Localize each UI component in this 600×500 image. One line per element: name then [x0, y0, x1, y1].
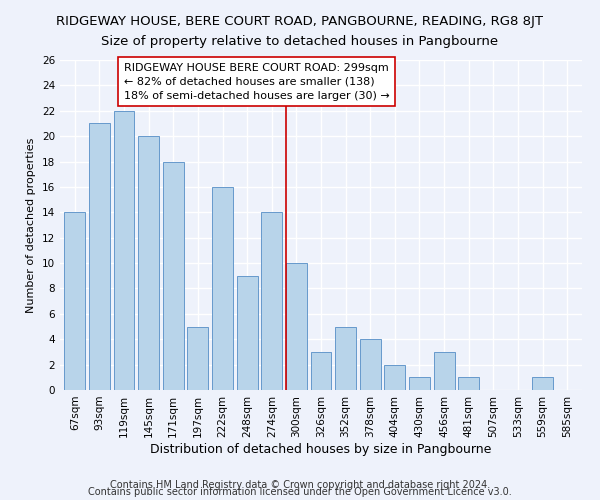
- Bar: [64, 212, 85, 390]
- Bar: [89, 124, 110, 390]
- Text: Contains public sector information licensed under the Open Government Licence v3: Contains public sector information licen…: [88, 487, 512, 497]
- Text: Size of property relative to detached houses in Pangbourne: Size of property relative to detached ho…: [101, 35, 499, 48]
- Bar: [212, 187, 233, 390]
- Bar: [113, 111, 134, 390]
- Text: Contains HM Land Registry data © Crown copyright and database right 2024.: Contains HM Land Registry data © Crown c…: [110, 480, 490, 490]
- Bar: [360, 339, 381, 390]
- Bar: [458, 378, 479, 390]
- Bar: [434, 352, 455, 390]
- Bar: [409, 378, 430, 390]
- Bar: [261, 212, 282, 390]
- Bar: [335, 326, 356, 390]
- Bar: [163, 162, 184, 390]
- Y-axis label: Number of detached properties: Number of detached properties: [26, 138, 37, 312]
- Text: RIDGEWAY HOUSE, BERE COURT ROAD, PANGBOURNE, READING, RG8 8JT: RIDGEWAY HOUSE, BERE COURT ROAD, PANGBOU…: [56, 15, 544, 28]
- Bar: [187, 326, 208, 390]
- Bar: [311, 352, 331, 390]
- Bar: [532, 378, 553, 390]
- Bar: [138, 136, 159, 390]
- Bar: [385, 364, 406, 390]
- X-axis label: Distribution of detached houses by size in Pangbourne: Distribution of detached houses by size …: [151, 442, 491, 456]
- Text: RIDGEWAY HOUSE BERE COURT ROAD: 299sqm
← 82% of detached houses are smaller (138: RIDGEWAY HOUSE BERE COURT ROAD: 299sqm ←…: [124, 62, 390, 100]
- Bar: [286, 263, 307, 390]
- Bar: [236, 276, 257, 390]
